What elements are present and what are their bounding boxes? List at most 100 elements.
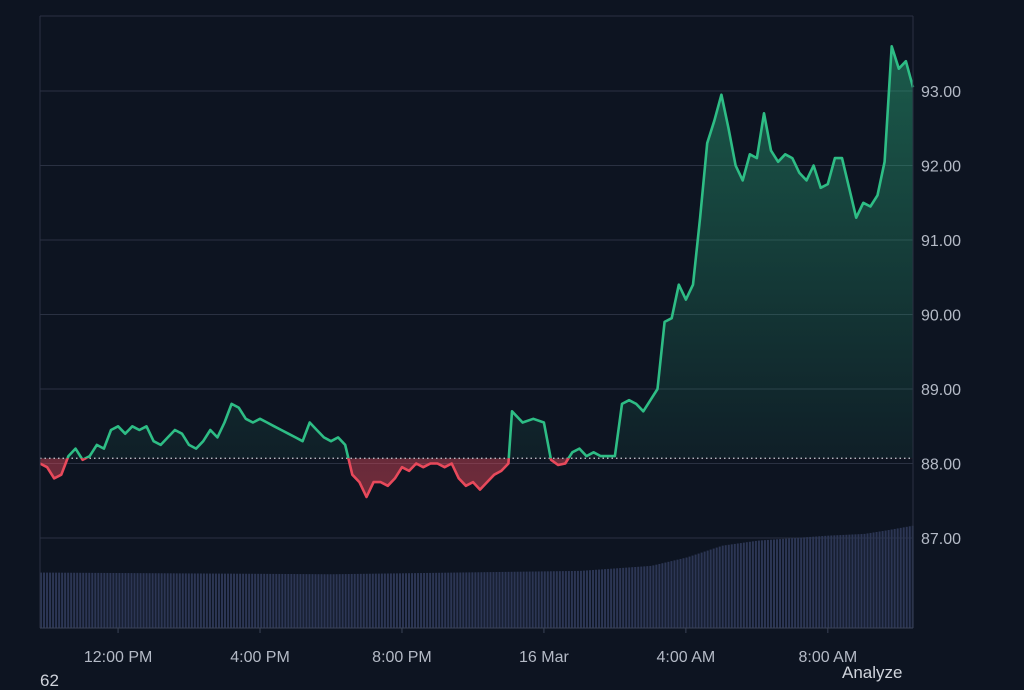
volume-bar	[769, 539, 772, 628]
analyze-link[interactable]: Analyze	[842, 663, 903, 682]
x-tick-label: 8:00 PM	[372, 649, 432, 666]
volume-bar	[649, 565, 652, 628]
volume-bar	[362, 573, 365, 628]
volume-bar	[576, 570, 579, 628]
volume-bar	[299, 574, 302, 628]
volume-bar	[359, 573, 362, 628]
y-tick-label: 91.00	[921, 233, 961, 250]
volume-bar	[377, 573, 380, 628]
volume-bar	[429, 572, 432, 628]
volume-bar	[570, 570, 573, 628]
volume-bar	[383, 573, 386, 628]
volume-bar	[498, 571, 501, 628]
volume-bar	[317, 574, 320, 628]
volume-bar	[588, 570, 591, 628]
volume-bar	[682, 558, 685, 628]
volume-bar	[85, 572, 88, 628]
volume-bar	[417, 573, 420, 628]
grid-lines	[40, 90, 913, 539]
volume-bar	[326, 574, 329, 628]
volume-bar	[827, 535, 830, 628]
volume-bar	[748, 541, 751, 628]
volume-bar	[619, 568, 622, 628]
volume-bar	[278, 573, 281, 628]
volume-bar	[788, 538, 791, 628]
volume-bar	[136, 573, 139, 628]
volume-bar	[691, 555, 694, 628]
volume-bar	[64, 572, 67, 628]
volume-bar	[468, 572, 471, 628]
volume-bar	[842, 534, 845, 628]
volume-bar	[230, 573, 233, 628]
volume-bar	[284, 573, 287, 628]
volume-bar	[474, 572, 477, 628]
volume-bar	[239, 573, 242, 628]
volume-bar	[287, 573, 290, 628]
volume-bar	[830, 535, 833, 628]
volume-bar	[679, 558, 682, 628]
volume-bar	[582, 570, 585, 628]
volume-bar	[751, 541, 754, 628]
volume-bar	[404, 573, 407, 628]
volume-bar	[347, 574, 350, 628]
volume-bar	[368, 573, 371, 628]
volume-bar	[703, 551, 706, 628]
volume-bar	[797, 537, 800, 628]
volume-bar	[220, 573, 223, 628]
volume-bar	[742, 542, 745, 628]
volume-bar	[661, 563, 664, 628]
volume-bar	[785, 538, 788, 628]
volume-bar	[607, 568, 610, 628]
volume-bar	[625, 567, 628, 628]
volume-bar	[525, 571, 528, 628]
volume-bar	[67, 572, 70, 628]
volume-bar	[806, 537, 809, 628]
volume-bar	[893, 528, 896, 628]
volume-bar	[688, 556, 691, 628]
volume-bar	[504, 571, 507, 628]
volume-bar	[118, 573, 121, 628]
volume-bar	[721, 545, 724, 628]
volume-bar	[302, 574, 305, 628]
volume-bar	[142, 573, 145, 628]
volume-bar	[148, 573, 151, 628]
volume-bar	[824, 535, 827, 628]
volume-bar	[187, 573, 190, 628]
volume-bar	[718, 546, 721, 628]
volume-bar	[537, 571, 540, 628]
volume-bar	[196, 573, 199, 628]
volume-bar	[106, 572, 109, 628]
volume-bar	[395, 573, 398, 628]
volume-bar	[202, 573, 205, 628]
volume-bar	[616, 568, 619, 628]
volume-bar	[592, 569, 595, 628]
volume-bar	[100, 572, 103, 628]
volume-bars	[40, 525, 914, 628]
volume-bar	[839, 535, 842, 628]
volume-bar	[320, 574, 323, 628]
volume-bar	[555, 571, 558, 628]
volume-bar	[151, 573, 154, 628]
volume-bar	[667, 561, 670, 628]
volume-bar	[275, 573, 278, 628]
volume-bar	[800, 537, 803, 628]
volume-bar	[447, 572, 450, 628]
volume-bar	[763, 540, 766, 628]
volume-bar	[130, 573, 133, 628]
volume-bar	[694, 554, 697, 628]
volume-bar	[507, 571, 510, 628]
volume-bar	[818, 536, 821, 628]
volume-bar	[211, 573, 214, 628]
volume-bar	[730, 544, 733, 628]
volume-bar	[97, 572, 100, 628]
volume-bar	[640, 566, 643, 628]
volume-bar	[887, 530, 890, 628]
volume-bar	[242, 573, 245, 628]
volume-bar	[338, 574, 341, 628]
volume-bar	[88, 572, 91, 628]
volume-bar	[193, 573, 196, 628]
volume-bar	[706, 550, 709, 628]
volume-bar	[52, 572, 55, 628]
volume-bar	[528, 571, 531, 628]
volume-bar	[227, 573, 230, 628]
